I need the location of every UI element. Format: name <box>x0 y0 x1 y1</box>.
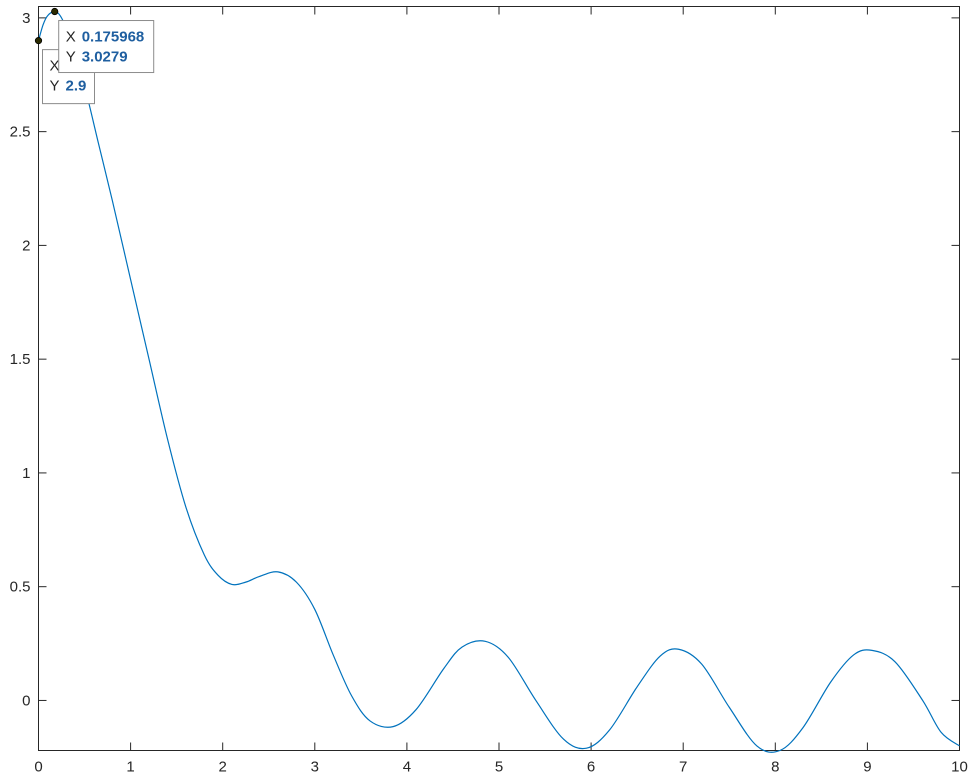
datatip-y-value: 2.9 <box>66 78 87 95</box>
datatip-x-key: X <box>50 58 60 75</box>
x-tick-label: 0 <box>34 759 42 776</box>
datatip-box <box>58 20 155 74</box>
x-tick-label: 7 <box>679 759 687 776</box>
x-tick-label: 6 <box>587 759 595 776</box>
datatip-marker[interactable] <box>51 7 59 16</box>
x-tick-label: 9 <box>863 759 871 776</box>
y-tick-label: 0 <box>22 692 30 709</box>
y-tick-label: 0.5 <box>10 579 31 596</box>
y-tick-label: 2.5 <box>10 124 31 141</box>
y-axis-ticks: 0 0.5 1 1.5 2 2.5 3 <box>10 10 960 709</box>
x-tick-label: 1 <box>126 759 134 776</box>
x-tick-label: 2 <box>219 759 227 776</box>
y-tick-label: 3 <box>22 10 30 27</box>
datatip-marker[interactable] <box>34 37 43 45</box>
x-tick-label: 4 <box>403 759 411 776</box>
y-tick-label: 2 <box>22 237 30 254</box>
y-tick-label: 1.5 <box>10 351 31 368</box>
x-tick-label: 5 <box>495 759 503 776</box>
datatip[interactable]: X 0.175968 Y 3.0279 <box>58 20 155 74</box>
x-axis-ticks: 0 1 2 3 4 5 6 7 8 9 10 <box>34 6 968 776</box>
axes-box <box>38 6 960 751</box>
datatip-x-value: 0.175968 <box>82 29 145 46</box>
x-tick-label: 3 <box>311 759 319 776</box>
datatip-y-key: Y <box>66 49 76 66</box>
x-tick-label: 10 <box>951 759 968 776</box>
data-series-line <box>37 10 960 753</box>
y-tick-label: 1 <box>22 465 30 482</box>
datatip-x-key: X <box>66 29 76 46</box>
datatip-y-key: Y <box>50 78 60 95</box>
x-tick-label: 8 <box>771 759 779 776</box>
datatip-y-value: 3.0279 <box>82 49 128 66</box>
